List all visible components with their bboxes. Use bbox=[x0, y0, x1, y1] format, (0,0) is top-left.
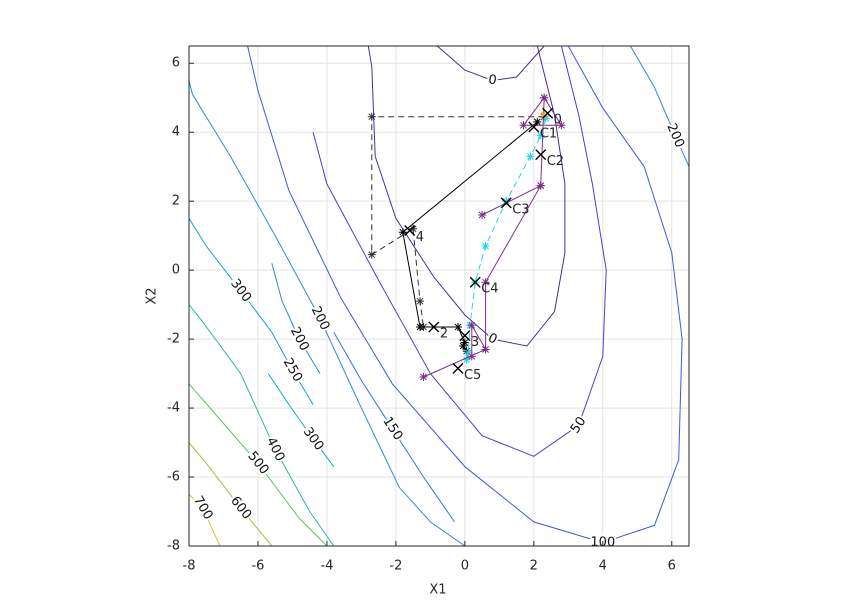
marker bbox=[519, 121, 528, 130]
point-marker bbox=[452, 362, 464, 374]
y-axis-label: X2 bbox=[145, 287, 160, 304]
marker bbox=[367, 112, 376, 121]
x-tick-label: -6 bbox=[251, 559, 264, 574]
x-tick-label: -2 bbox=[389, 559, 402, 574]
y-tick-label: -4 bbox=[167, 401, 180, 416]
point-label: C3 bbox=[512, 202, 529, 217]
contour-line bbox=[189, 493, 221, 546]
point-label: 0 bbox=[554, 113, 562, 128]
point-label: C1 bbox=[540, 127, 557, 142]
contour-line bbox=[189, 383, 328, 546]
y-tick-label: -6 bbox=[167, 470, 180, 485]
contour-line bbox=[189, 80, 466, 546]
contour-line bbox=[312, 46, 607, 457]
marker bbox=[557, 121, 566, 130]
marker bbox=[481, 242, 490, 250]
x-tick-label: -8 bbox=[183, 559, 196, 574]
contour-line bbox=[267, 373, 335, 468]
marker bbox=[526, 152, 535, 161]
search-path bbox=[371, 116, 545, 328]
contour-line bbox=[436, 46, 545, 82]
marker bbox=[460, 338, 469, 347]
x-tick-label: 0 bbox=[461, 559, 469, 574]
marker bbox=[540, 110, 549, 119]
axes: -8 -6 -4 -2 0 2 4 6 -8 -6 -4 -2 0 2 4 6 bbox=[167, 56, 676, 574]
marker bbox=[481, 345, 490, 354]
marker bbox=[481, 278, 490, 287]
x-tick-label: 4 bbox=[599, 559, 607, 574]
marker bbox=[540, 93, 549, 102]
contour-line bbox=[629, 46, 689, 167]
marker bbox=[467, 321, 476, 330]
marker bbox=[502, 197, 511, 206]
marker bbox=[467, 352, 476, 361]
point-marker bbox=[428, 321, 440, 333]
marker bbox=[541, 114, 550, 123]
marker bbox=[416, 323, 425, 332]
marker bbox=[459, 342, 468, 350]
y-tick-label: 0 bbox=[172, 263, 180, 278]
y-tick-label: 6 bbox=[172, 56, 180, 71]
marker bbox=[536, 131, 545, 140]
point-label: 4 bbox=[416, 230, 424, 245]
contour-line bbox=[189, 304, 335, 546]
marker bbox=[398, 228, 407, 237]
x-axis-label: X1 bbox=[429, 583, 446, 598]
y-tick-label: -8 bbox=[167, 539, 180, 554]
point-marker bbox=[542, 107, 554, 119]
marker bbox=[533, 117, 542, 126]
axes-box bbox=[188, 45, 690, 547]
y-tick-label: 4 bbox=[172, 125, 180, 140]
contour-line bbox=[367, 46, 566, 347]
marker bbox=[536, 181, 545, 190]
contour-line bbox=[189, 442, 273, 546]
point-marker bbox=[469, 276, 481, 288]
marker bbox=[367, 250, 376, 259]
x-tick-label: 2 bbox=[530, 559, 538, 574]
contour-line bbox=[271, 263, 321, 374]
point-label: C5 bbox=[464, 368, 481, 383]
point-marker bbox=[459, 330, 471, 342]
marker bbox=[478, 210, 487, 219]
point-label: 2 bbox=[440, 327, 448, 342]
point-marker bbox=[500, 197, 512, 209]
point-marker bbox=[528, 121, 540, 133]
y-tick-label: -2 bbox=[167, 332, 180, 347]
marker bbox=[453, 323, 462, 332]
point-marker bbox=[404, 224, 416, 236]
point-label: C2 bbox=[547, 154, 564, 169]
marker bbox=[416, 297, 425, 306]
marker bbox=[462, 355, 471, 364]
point-marker bbox=[535, 149, 547, 161]
contour-line bbox=[333, 331, 455, 523]
contour-line bbox=[189, 218, 273, 333]
marker bbox=[409, 224, 418, 233]
marker bbox=[464, 348, 473, 357]
contour-label: 100 bbox=[590, 535, 615, 551]
x-tick-label: -4 bbox=[320, 559, 333, 574]
point-label: C4 bbox=[481, 282, 498, 297]
marker bbox=[419, 373, 428, 382]
x-tick-label: 6 bbox=[668, 559, 676, 574]
y-tick-label: 2 bbox=[172, 194, 180, 209]
contour-line bbox=[271, 331, 314, 405]
point-label: 3 bbox=[471, 335, 479, 350]
